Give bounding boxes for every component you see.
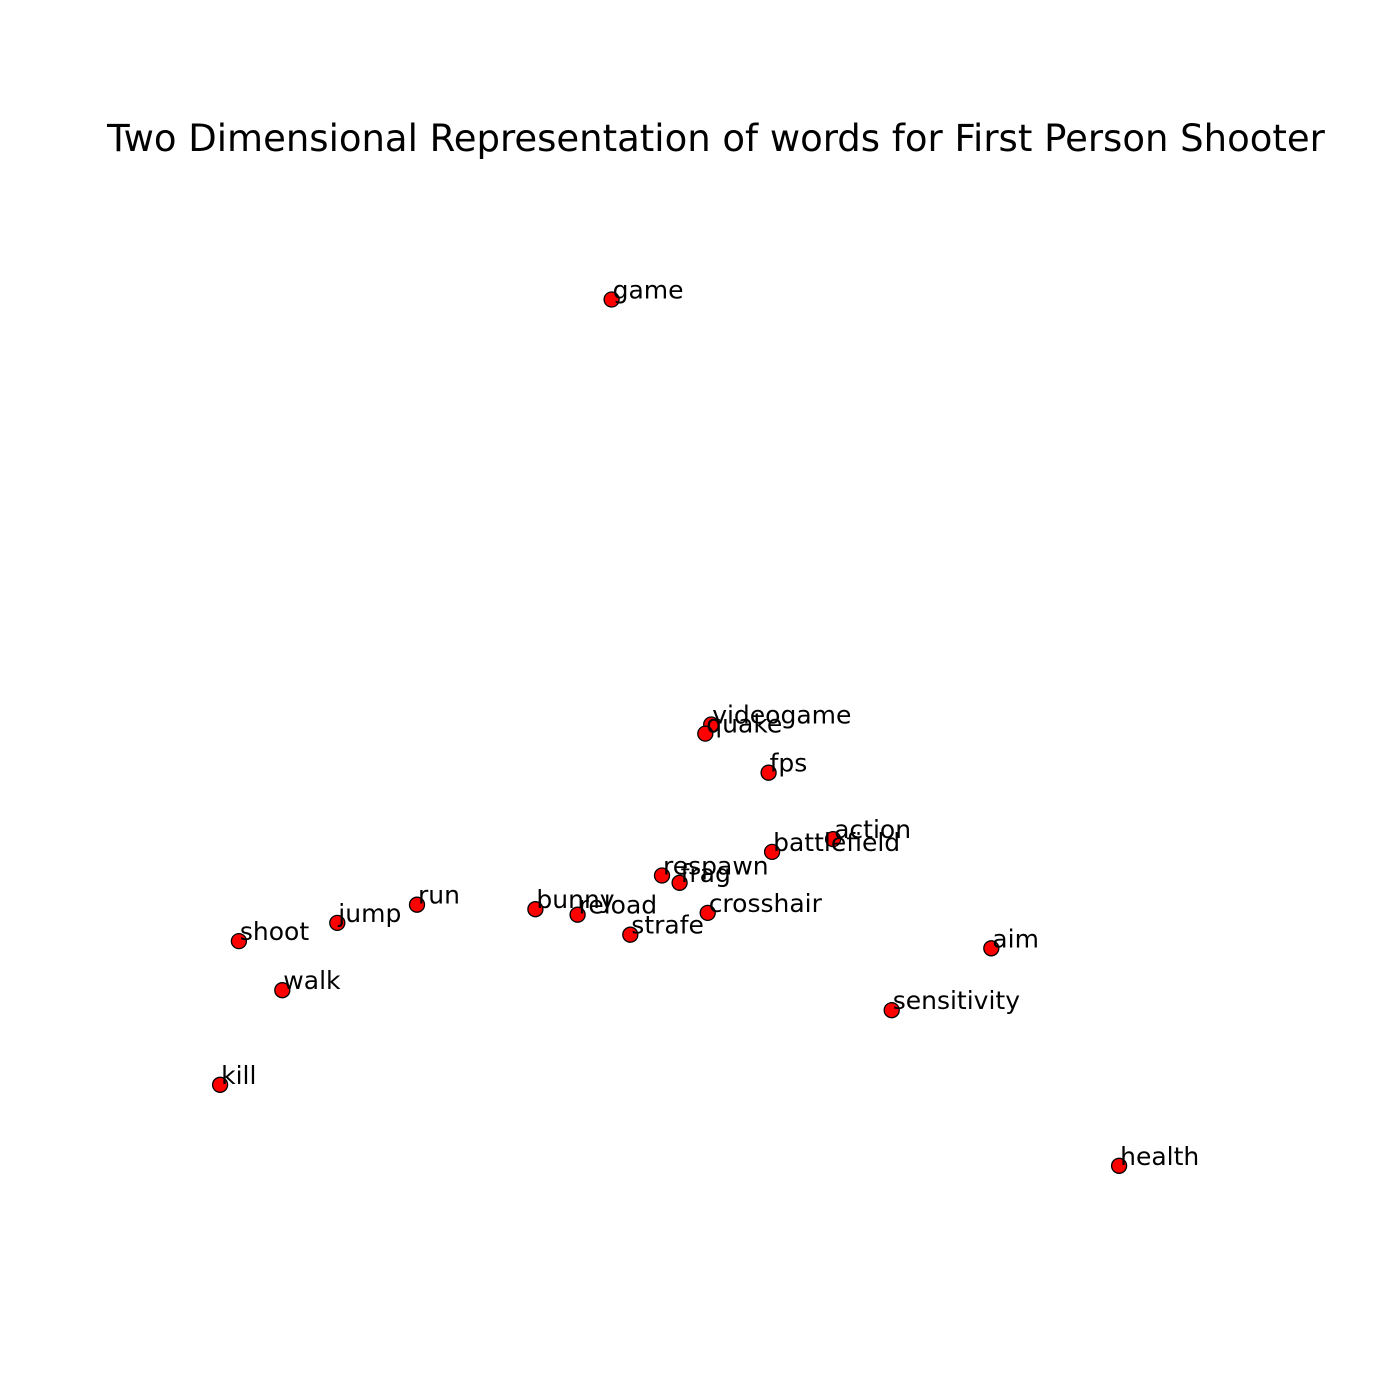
- data-point-walk: walk: [274, 966, 341, 999]
- point-label: frag: [681, 859, 731, 888]
- data-point-aim: aim: [983, 924, 1039, 957]
- data-point-run: run: [408, 881, 460, 913]
- data-point-game: game: [603, 276, 684, 308]
- data-point-fps: fps: [760, 749, 808, 781]
- point-label: action: [834, 815, 911, 844]
- data-point-quake: quake: [697, 710, 782, 742]
- data-point-videogame: videogame: [703, 701, 851, 733]
- point-label: walk: [283, 966, 341, 995]
- point-marker: [671, 874, 688, 891]
- point-label: quake: [706, 710, 782, 739]
- point-label: game: [613, 276, 684, 305]
- data-point-jump: jump: [329, 899, 401, 932]
- point-marker: [603, 291, 620, 308]
- point-marker: [527, 901, 544, 918]
- data-point-crosshair: crosshair: [699, 889, 823, 922]
- point-label: fps: [770, 749, 808, 778]
- point-label: run: [418, 881, 460, 910]
- point-label: videogame: [712, 701, 851, 730]
- point-marker: [230, 932, 248, 950]
- data-point-frag: frag: [671, 859, 731, 891]
- point-label: health: [1120, 1142, 1199, 1171]
- point-label: strafe: [631, 911, 704, 940]
- point-label: reload: [579, 891, 658, 920]
- point-marker: [699, 904, 716, 922]
- point-label: aim: [992, 924, 1039, 953]
- point-label: jump: [337, 899, 401, 928]
- data-point-shoot: shoot: [230, 917, 309, 950]
- data-point-battlefield: battlefield: [763, 828, 900, 861]
- point-marker: [760, 764, 777, 781]
- point-marker: [408, 896, 426, 913]
- point-label: crosshair: [709, 889, 823, 918]
- point-marker: [824, 830, 842, 848]
- point-label: battlefield: [773, 828, 900, 857]
- data-point-strafe: strafe: [622, 911, 704, 943]
- point-label: kill: [221, 1061, 256, 1090]
- chart-title: Two Dimensional Representation of words …: [106, 117, 1326, 160]
- data-point-reload: reload: [569, 891, 658, 923]
- point-marker: [1110, 1157, 1128, 1174]
- point-label: sensitivity: [893, 986, 1021, 1015]
- data-point-respawn: respawn: [653, 852, 769, 884]
- point-marker: [983, 940, 1000, 957]
- data-point-action: action: [824, 815, 911, 848]
- point-label: shoot: [240, 917, 309, 946]
- point-marker: [883, 1002, 900, 1019]
- point-marker: [622, 926, 639, 943]
- point-marker: [211, 1076, 229, 1093]
- point-marker: [763, 843, 781, 861]
- point-marker: [274, 982, 291, 999]
- data-point-sensitivity: sensitivity: [883, 986, 1021, 1019]
- point-marker: [569, 906, 586, 923]
- point-marker: [329, 914, 346, 932]
- point-marker: [653, 867, 671, 884]
- data-point-kill: kill: [211, 1061, 256, 1093]
- point-marker: [697, 725, 714, 742]
- points-layer: gamevideogamequakefpsactionbattlefieldre…: [211, 276, 1199, 1174]
- data-point-health: health: [1110, 1142, 1199, 1174]
